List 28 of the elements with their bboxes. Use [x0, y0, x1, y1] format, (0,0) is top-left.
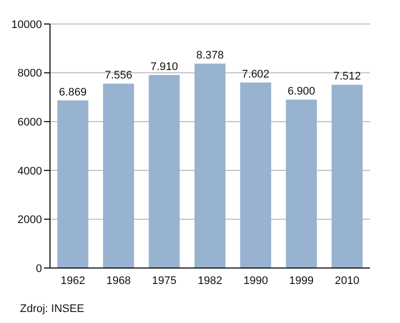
data-label: 8.378: [196, 50, 224, 62]
x-tick-label: 1975: [152, 274, 177, 287]
y-tick-label: 6000: [18, 116, 42, 129]
bar: [286, 100, 317, 268]
data-label: 7.602: [242, 68, 270, 81]
x-tick-label: 2010: [334, 274, 360, 287]
bar: [240, 82, 272, 268]
bar: [57, 100, 88, 268]
bar: [194, 64, 226, 268]
y-tick-label: 2000: [18, 214, 42, 226]
x-tick-label: 1990: [243, 274, 268, 287]
data-label: 7.512: [333, 70, 361, 83]
x-tick-label: 1999: [289, 274, 314, 287]
bar: [332, 84, 363, 268]
data-label: 7.556: [104, 70, 132, 82]
data-label: 6.900: [288, 86, 316, 98]
text: Zdroj: INSEE: [20, 303, 84, 315]
data-label: 7.910: [150, 60, 178, 73]
x-tick-label: 1968: [106, 274, 131, 287]
y-tick-label: 4000: [18, 165, 42, 178]
data-label: 6.869: [59, 86, 87, 98]
x-tick-label: 1962: [60, 274, 86, 287]
bar: [148, 74, 180, 268]
y-tick-label: 10000: [11, 18, 42, 31]
x-tick-label: 1982: [198, 274, 222, 287]
y-tick-label: 0: [36, 262, 42, 275]
y-tick-label: 8000: [18, 68, 42, 80]
bar: [103, 84, 134, 268]
